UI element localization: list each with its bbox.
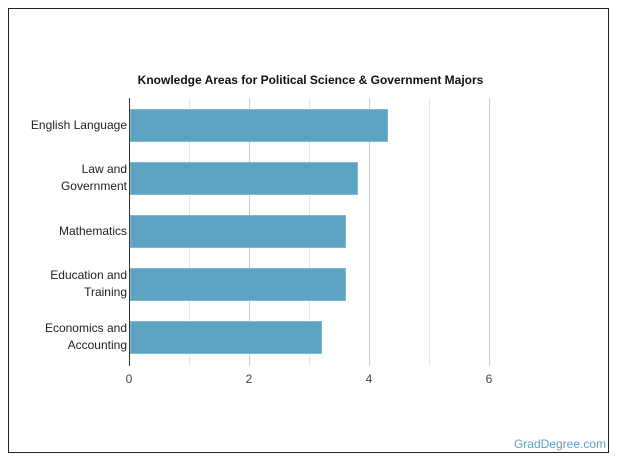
x-tick-0: 0 [125, 372, 133, 386]
bar[interactable] [130, 321, 322, 354]
category-label: Law and Government [60, 162, 127, 193]
bar[interactable] [130, 215, 346, 248]
bar[interactable] [130, 268, 346, 301]
y-axis-line [129, 98, 130, 366]
x-tick-2: 2 [245, 372, 253, 386]
x-tick-6: 6 [485, 372, 493, 386]
gridline-minor [429, 98, 430, 366]
bar[interactable] [130, 162, 358, 195]
gridline-4 [369, 98, 370, 366]
brand-watermark[interactable]: GradDegree.com [513, 437, 606, 451]
chart-title: Knowledge Areas for Political Science & … [137, 73, 484, 87]
category-label: Education and Training [50, 268, 127, 299]
chart-frame: Knowledge Areas for Political Science & … [8, 8, 609, 453]
category-label: English Language [30, 117, 127, 132]
bar[interactable] [130, 109, 388, 142]
category-label: Mathematics [58, 223, 127, 238]
x-tick-4: 4 [365, 372, 373, 386]
gridline-6 [489, 98, 490, 366]
category-label: Economics and Accounting [44, 321, 127, 352]
plot-area [129, 98, 490, 366]
